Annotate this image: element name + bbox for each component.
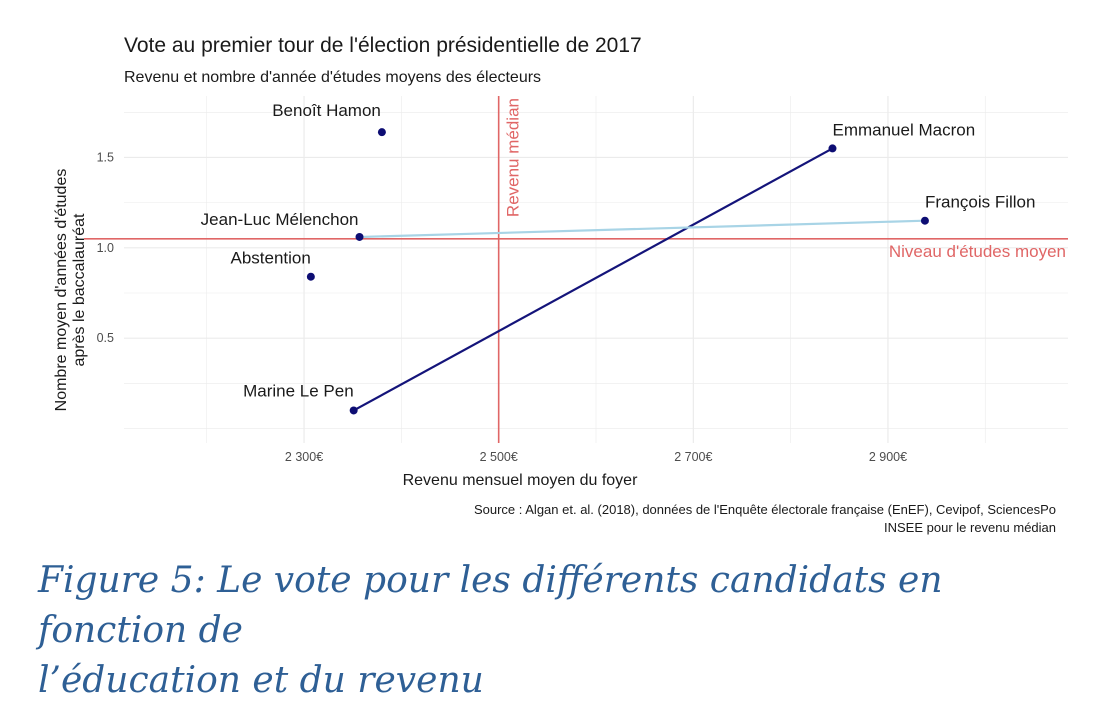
caption-line-2: l’éducation et du revenu [38, 660, 484, 701]
point-label: François Fillon [925, 193, 1036, 212]
segment-line [359, 219, 925, 239]
point-marker [349, 406, 358, 415]
segment-line [353, 147, 834, 412]
x-axis-label: Revenu mensuel moyen du foyer [403, 472, 638, 489]
chart-subtitle: Revenu et nombre d'année d'études moyens… [124, 69, 541, 86]
y-axis-label-line2: après le baccalauréat [71, 213, 88, 367]
chart-figure: Vote au premier tour de l'élection prési… [38, 18, 1078, 548]
source-line-2: INSEE pour le revenu médian [884, 520, 1056, 535]
point-marker [306, 272, 315, 281]
connector-segments [353, 147, 925, 412]
point-label: Benoît Hamon [272, 101, 381, 120]
axis-ticks: 2 300€ 2 500€ 2 700€ 2 900€ 0.5 1.0 1.5 [97, 150, 908, 464]
y-tick-label: 1.0 [97, 241, 114, 255]
point-label: Emmanuel Macron [832, 120, 975, 139]
y-tick-label: 0.5 [97, 331, 114, 345]
point-marker [355, 232, 364, 241]
x-tick-label: 2 300€ [285, 450, 323, 464]
figure-caption: Figure 5: Le vote pour les différents ca… [38, 556, 1078, 706]
x-tick-label: 2 500€ [480, 450, 518, 464]
x-tick-label: 2 900€ [869, 450, 907, 464]
caption-line-1: Figure 5: Le vote pour les différents ca… [38, 560, 943, 651]
chart-svg: Vote au premier tour de l'élection prési… [53, 34, 1068, 535]
point-label: Marine Le Pen [243, 381, 354, 400]
data-points: Benoît Hamon Emmanuel Macron François Fill… [201, 101, 1036, 415]
y-axis-label-line1: Nombre moyen d'années d'études [53, 169, 70, 412]
y-tick-label: 1.5 [97, 150, 114, 164]
x-tick-label: 2 700€ [674, 450, 712, 464]
source-line-1: Source : Algan et. al. (2018), données d… [474, 502, 1056, 517]
point-marker [377, 128, 386, 137]
point-marker [828, 144, 837, 153]
mean-education-label: Niveau d'études moyen [889, 242, 1066, 261]
reference-lines: Revenu médian Niveau d'études moyen [84, 96, 1068, 443]
median-income-label: Revenu médian [504, 98, 523, 217]
point-label: Abstention [231, 249, 311, 268]
grid-lines [124, 96, 1068, 443]
point-marker [920, 216, 929, 225]
point-label: Jean-Luc Mélenchon [201, 210, 359, 229]
chart-title: Vote au premier tour de l'élection prési… [124, 34, 642, 57]
